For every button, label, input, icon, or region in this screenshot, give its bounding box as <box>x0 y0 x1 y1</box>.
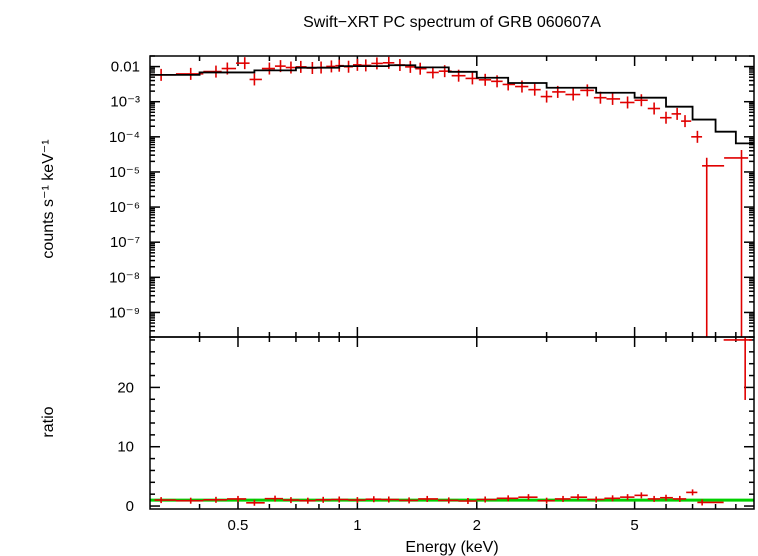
y-tick-label: 10⁻⁸ <box>109 269 140 286</box>
ratio-point <box>203 496 227 503</box>
ratio-point <box>331 496 349 503</box>
y-tick-label: 10⁻³ <box>110 94 140 111</box>
top-y-tick-labels: 0.01 10⁻³ 10⁻⁴ 10⁻⁵ 10⁻⁶ 10⁻⁷ 10⁻⁸ 10⁻⁹ <box>109 59 140 322</box>
ratio-point <box>299 497 316 504</box>
y-tick-label: 10⁻⁷ <box>110 234 140 251</box>
ratio-point <box>518 494 538 501</box>
data-point <box>724 149 749 337</box>
ratio-point <box>476 496 497 503</box>
ratio-point <box>348 497 366 504</box>
data-point <box>285 61 296 74</box>
ratio-point <box>660 494 673 501</box>
ratio-point <box>438 497 459 504</box>
y-tick-label: 10⁻⁴ <box>109 129 140 146</box>
ratio-point <box>604 495 621 502</box>
data-point <box>634 94 648 107</box>
y-tick-label: 10⁻⁹ <box>109 304 140 321</box>
data-point <box>606 92 621 105</box>
data-point <box>426 66 439 79</box>
ratio-point <box>587 496 605 503</box>
data-point <box>647 102 661 115</box>
bottom-y-axis-label: ratio <box>40 406 57 437</box>
top-y-axis-label: counts s⁻¹ keV⁻¹ <box>40 139 57 258</box>
data-point <box>691 130 703 143</box>
y-tick-label: 20 <box>117 379 134 396</box>
model-step-line <box>150 64 754 145</box>
data-point <box>478 73 492 86</box>
chart-title: Swift−XRT PC spectrum of GRB 060607A <box>303 14 601 31</box>
data-point <box>702 157 725 337</box>
data-point <box>236 57 250 70</box>
ratio-point <box>315 496 332 503</box>
ratio-point <box>226 495 247 502</box>
ratio-point <box>418 495 439 502</box>
y-tick-label: 10 <box>117 439 134 456</box>
y-tick-label: 0.01 <box>111 59 140 76</box>
x-tick-label: 2 <box>473 517 481 534</box>
x-tick-labels: 0.5 1 2 5 <box>228 517 639 534</box>
data-point <box>249 73 262 86</box>
ratio-point <box>381 496 399 503</box>
data-point <box>405 60 416 73</box>
ratio-point <box>620 494 635 501</box>
data-point <box>415 62 427 75</box>
data-point <box>261 62 275 75</box>
ratio-panel <box>149 336 755 510</box>
ratio-point <box>672 495 687 502</box>
x-axis-label: Energy (keV) <box>405 539 498 556</box>
data-point <box>326 60 336 73</box>
x-tick-label: 0.5 <box>228 517 249 534</box>
spectrum-panel <box>149 55 755 338</box>
data-point <box>660 111 672 124</box>
y-tick-label: 0 <box>126 498 134 515</box>
ratio-point <box>458 497 477 504</box>
x-tick-label: 5 <box>630 517 638 534</box>
data-point <box>540 90 553 103</box>
data-point <box>593 91 607 104</box>
bottom-y-tick-labels: 0 10 20 <box>117 379 134 515</box>
ratio-point <box>496 495 519 502</box>
ratio-point <box>282 497 300 504</box>
data-point <box>528 83 541 96</box>
ratio-point <box>398 497 419 504</box>
ratio-point <box>697 499 724 506</box>
data-point <box>681 115 692 128</box>
ratio-point <box>246 499 265 506</box>
data-point <box>671 107 682 120</box>
ratio-point <box>554 495 571 502</box>
x-tick-label: 1 <box>353 517 361 534</box>
data-point <box>565 88 581 101</box>
ratio-point <box>723 337 752 400</box>
data-point <box>371 57 383 70</box>
data-point <box>620 96 635 109</box>
ratio-point <box>537 497 555 504</box>
ratio-point <box>686 489 698 496</box>
y-tick-label: 10⁻⁶ <box>109 199 140 216</box>
ratio-point <box>264 495 283 502</box>
data-point <box>352 58 362 71</box>
ratio-panel-frame <box>149 336 755 510</box>
ratio-point <box>154 497 176 504</box>
ratio-point <box>634 492 648 499</box>
ratio-point <box>175 497 204 504</box>
ratio-point <box>647 495 661 502</box>
y-tick-label: 10⁻⁵ <box>109 164 140 181</box>
ratio-point <box>570 494 588 501</box>
data-point <box>580 84 594 97</box>
ratio-point <box>365 496 382 503</box>
